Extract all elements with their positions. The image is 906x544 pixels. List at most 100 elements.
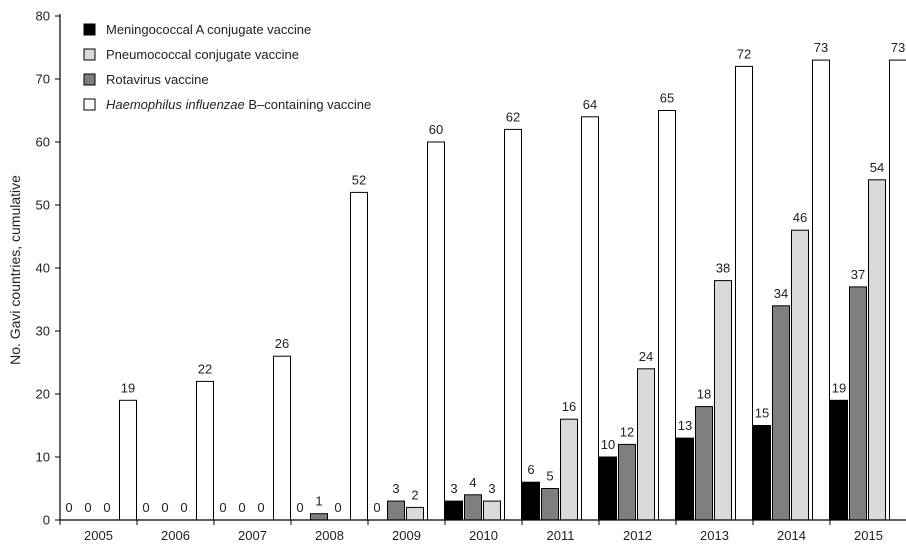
data-label: 64 (583, 97, 597, 112)
legend-swatch (83, 23, 96, 36)
bar-2-2009 (406, 506, 424, 521)
bar-2-2010 (483, 500, 501, 521)
data-label: 24 (639, 349, 653, 364)
x-tick-label: 2007 (238, 528, 267, 543)
data-label: 46 (793, 210, 807, 225)
x-tick-label: 2012 (623, 528, 652, 543)
data-label: 38 (716, 261, 730, 276)
bar-1-2012 (618, 443, 636, 521)
legend-label: Rotavirus vaccine (106, 72, 209, 87)
bar-0-2012 (599, 456, 617, 521)
bar-1-2010 (464, 494, 482, 521)
legend-swatch (83, 98, 96, 111)
data-label: 12 (620, 424, 634, 439)
data-label: 0 (65, 500, 72, 515)
y-tick-label: 20 (36, 387, 50, 402)
bar-1-2008 (310, 513, 328, 521)
bar-0-2013 (676, 437, 694, 521)
data-label: 18 (697, 387, 711, 402)
data-label: 2 (411, 487, 418, 502)
bar-3-2009 (427, 141, 445, 521)
y-tick-label: 50 (36, 198, 50, 213)
y-axis-title: No. Gavi countries, cumulative (7, 175, 23, 365)
data-label: 0 (219, 500, 226, 515)
data-label: 52 (352, 172, 366, 187)
x-tick-label: 2010 (469, 528, 498, 543)
data-label: 0 (257, 500, 264, 515)
bar-2-2012 (637, 368, 655, 521)
data-label: 10 (601, 437, 615, 452)
legend-label: Haemophilus influenzae B–containing vacc… (106, 97, 371, 112)
legend-label: Meningococcal A conjugate vaccine (106, 22, 311, 37)
data-label: 3 (392, 481, 399, 496)
data-label: 0 (142, 500, 149, 515)
data-label: 0 (296, 500, 303, 515)
data-label: 5 (546, 469, 553, 484)
data-label: 37 (851, 267, 865, 282)
data-label: 6 (527, 462, 534, 477)
bar-1-2013 (695, 406, 713, 521)
y-tick-label: 70 (36, 72, 50, 87)
data-label: 3 (450, 481, 457, 496)
data-label: 62 (506, 109, 520, 124)
bar-3-2008 (350, 191, 368, 521)
y-tick-label: 30 (36, 324, 50, 339)
bar-3-2007 (273, 355, 291, 521)
data-label: 3 (488, 481, 495, 496)
bars-layer (119, 59, 906, 521)
x-tick-label: 2006 (161, 528, 190, 543)
data-label: 19 (121, 380, 135, 395)
bar-3-2014 (812, 59, 830, 521)
x-tick-label: 2005 (84, 528, 113, 543)
data-label: 1 (315, 494, 322, 509)
data-label: 0 (334, 500, 341, 515)
data-label: 73 (814, 40, 828, 55)
data-label: 15 (755, 406, 769, 421)
x-tick-label: 2015 (854, 528, 883, 543)
bar-1-2011 (541, 488, 559, 521)
y-tick-label: 60 (36, 135, 50, 150)
data-label: 22 (198, 361, 212, 376)
x-tick-label: 2013 (700, 528, 729, 543)
legend-label: Pneumococcal conjugate vaccine (106, 47, 299, 62)
x-tick-label: 2008 (315, 528, 344, 543)
data-label: 54 (870, 160, 884, 175)
data-label: 72 (737, 46, 751, 61)
bar-1-2009 (387, 500, 405, 521)
data-label: 34 (774, 286, 788, 301)
bar-3-2005 (119, 399, 137, 521)
bar-3-2010 (504, 128, 522, 521)
data-label: 0 (84, 500, 91, 515)
bar-1-2015 (849, 286, 867, 521)
legend-swatch (83, 73, 96, 86)
data-label: 65 (660, 91, 674, 106)
bar-0-2014 (753, 425, 771, 521)
bar-3-2006 (196, 380, 214, 521)
bar-2-2014 (791, 229, 809, 521)
data-label: 0 (180, 500, 187, 515)
data-label: 60 (429, 122, 443, 137)
data-label: 0 (238, 500, 245, 515)
x-tick-label: 2014 (777, 528, 806, 543)
data-label: 19 (832, 380, 846, 395)
bar-0-2015 (830, 399, 848, 521)
y-tick-label: 40 (36, 261, 50, 276)
data-label: 0 (161, 500, 168, 515)
y-tick-label: 10 (36, 450, 50, 465)
legend: Meningococcal A conjugate vaccine Pneumoc… (83, 22, 371, 112)
data-label: 73 (891, 40, 905, 55)
data-label: 16 (562, 399, 576, 414)
y-tick-label: 0 (43, 513, 50, 528)
bar-2-2013 (714, 280, 732, 521)
legend-swatch (83, 48, 96, 61)
y-tick-label: 80 (36, 9, 50, 24)
data-label: 0 (373, 500, 380, 515)
bar-3-2013 (735, 65, 753, 521)
bar-0-2011 (522, 481, 540, 521)
bar-1-2014 (772, 305, 790, 521)
bar-3-2011 (581, 116, 599, 521)
bar-2-2011 (560, 418, 578, 521)
